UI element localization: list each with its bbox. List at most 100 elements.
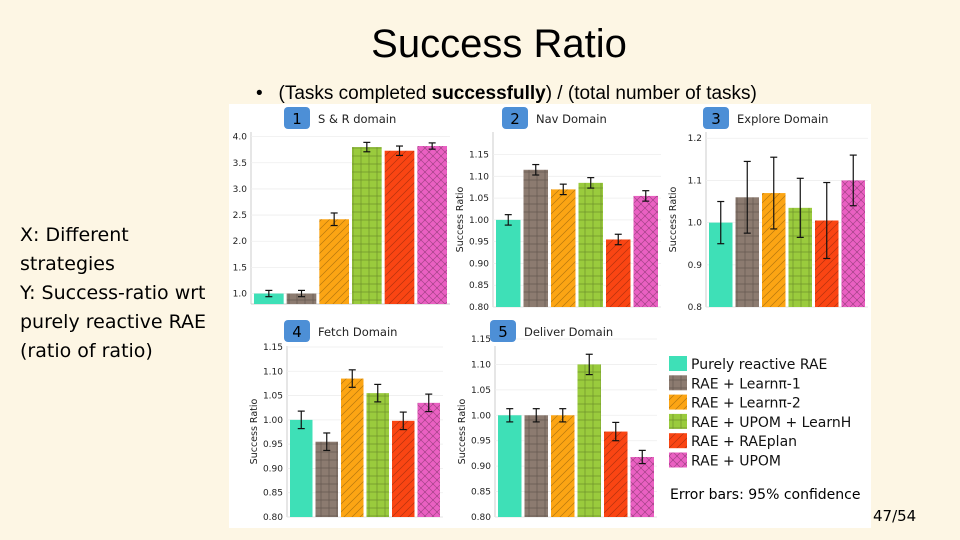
chart-panel-3: 0.8 0.9 1.0 1.1 1.2 Success Ratio 3 Explore Dom…	[668, 107, 868, 313]
panel-title: Explore Domain	[737, 112, 828, 126]
y-tick-label: 0.80	[471, 513, 491, 523]
y-tick-label: 0.95	[469, 238, 489, 248]
y-tick-label: 0.80	[263, 513, 283, 523]
bar-purely-reactive-rae	[498, 415, 522, 517]
bar-rae-learnpi-2	[319, 219, 349, 304]
y-tick-label: 1.00	[469, 216, 489, 226]
y-tick-label: 1.05	[471, 386, 491, 396]
legend-swatch-rae-learnpi-2	[669, 394, 687, 410]
y-tick-label: 1.05	[469, 194, 489, 204]
charts-svg: 1.0 1.5 2.0 2.5 3.0 3.5 4.0 Success Ratio 1 S & R…	[233, 107, 868, 523]
y-tick-label: 1.10	[469, 172, 489, 182]
panel-badge-number: 4	[292, 323, 302, 341]
panel-badge-1	[284, 107, 310, 129]
slide-title: Success Ratio	[0, 22, 960, 67]
panel-title: Nav Domain	[536, 112, 607, 126]
panel-badge-number: 3	[711, 110, 721, 128]
y-tick-label: 0.9	[688, 261, 703, 271]
legend-label-rae-upom: RAE + UPOM	[691, 454, 781, 470]
side-line: (ratio of ratio)	[20, 340, 153, 362]
bar-rae-learnpi-2	[762, 193, 786, 307]
legend-swatch-rae-learnpi-1	[669, 375, 687, 391]
bar-rae-upom-learnh	[577, 364, 601, 517]
subtitle-pre: (Tasks completed	[278, 83, 432, 104]
y-tick-label: 0.80	[469, 303, 489, 313]
legend-label-rae-learnpi-2: RAE + Learnπ-2	[691, 396, 801, 412]
y-tick-label: 0.85	[471, 488, 491, 498]
bar-rae-upom	[841, 180, 865, 307]
bar-rae-raeplan	[606, 239, 631, 307]
y-axis-label: Success Ratio	[668, 186, 679, 252]
y-tick-label: 1.00	[471, 411, 491, 421]
legend-swatch-rae-upom	[669, 452, 687, 468]
y-tick-label: 3.0	[233, 185, 248, 195]
y-tick-label: 0.90	[263, 464, 283, 474]
y-tick-label: 4.0	[233, 133, 248, 143]
y-tick-label: 1.2	[688, 134, 702, 144]
side-description: X: Different strategies Y: Success-ratio…	[20, 221, 220, 366]
panel-badge-number: 2	[510, 110, 520, 128]
y-tick-label: 1.10	[263, 367, 283, 377]
y-tick-label: 2.0	[233, 237, 248, 247]
y-tick-label: 2.5	[233, 211, 247, 221]
bar-rae-learnpi-1	[315, 441, 338, 517]
panel-title: Deliver Domain	[524, 325, 613, 339]
bar-rae-learnpi-2	[551, 189, 576, 307]
chart-panel-4: 0.80 0.85 0.90 0.95 1.00 1.05 1.10 1.15 Success …	[249, 320, 443, 523]
y-axis-label: Success Ratio	[457, 398, 468, 464]
bar-rae-upom-learnh	[352, 147, 382, 304]
slide-title-text: Success Ratio	[371, 22, 627, 66]
panel-badge-3	[703, 107, 729, 129]
y-tick-label: 0.95	[263, 440, 283, 450]
y-tick-label: 0.90	[471, 462, 491, 472]
subtitle-bullet-line: • (Tasks completed successfully) / (tota…	[256, 83, 757, 105]
bar-rae-raeplan	[604, 431, 628, 517]
y-tick-label: 1.5	[233, 263, 247, 273]
chart-panel-2: 0.80 0.85 0.90 0.95 1.00 1.05 1.10 1.15 Success …	[455, 107, 661, 313]
bar-purely-reactive-rae	[254, 293, 284, 304]
bar-rae-upom	[633, 195, 658, 307]
bar-purely-reactive-rae	[709, 222, 733, 307]
panel-title: Fetch Domain	[318, 325, 397, 339]
legend: Purely reactive RAE RAE + Learnπ-1 RAE + L…	[669, 356, 851, 470]
bullet-glyph: •	[256, 83, 263, 104]
bar-rae-upom-learnh	[366, 393, 389, 517]
bar-rae-raeplan	[392, 420, 415, 517]
page-number: 47/54	[873, 507, 917, 525]
y-tick-label: 0.85	[469, 281, 489, 291]
bar-rae-learnpi-1	[523, 169, 548, 307]
y-axis-label: Success Ratio	[249, 398, 260, 464]
bar-rae-upom	[417, 146, 447, 304]
side-line: Y: Success-ratio wrt	[20, 282, 206, 304]
legend-label-rae-raeplan: RAE + RAEplan	[691, 434, 797, 450]
chart-panel-1: 1.01.52.02.53.03.54.0Success Ratio1S & R…	[233, 107, 450, 305]
y-tick-label: 1.15	[471, 335, 491, 345]
panel-badge-2	[502, 107, 528, 129]
bar-rae-raeplan	[384, 150, 415, 304]
bar-rae-raeplan	[815, 220, 839, 307]
panel-badge-number: 5	[498, 323, 508, 341]
y-tick-label: 1.15	[469, 151, 489, 161]
y-tick-label: 1.0	[233, 290, 248, 300]
bar-rae-learnpi-2	[341, 378, 364, 517]
y-tick-label: 1.15	[263, 343, 283, 353]
subtitle-bold: successfully	[431, 83, 546, 104]
legend-label-rae-upom-learnh: RAE + UPOM + LearnH	[691, 415, 851, 431]
side-line: purely reactive RAE	[20, 311, 207, 333]
panel-badge-5	[490, 320, 516, 342]
bar-rae-upom-learnh	[578, 182, 603, 307]
y-tick-label: 0.85	[263, 489, 283, 499]
y-tick-label: 1.05	[263, 392, 283, 402]
legend-swatch-rae-raeplan	[669, 433, 687, 449]
panel-badge-4	[284, 320, 310, 342]
legend-swatch-rae-upom-learnh	[669, 413, 687, 429]
y-axis-label: Success Ratio	[455, 186, 466, 252]
legend-label-rae-learnpi-1: RAE + Learnπ-1	[691, 376, 801, 392]
side-line: X: Different	[20, 224, 129, 246]
y-tick-label: 3.5	[233, 159, 247, 169]
bar-rae-upom	[630, 456, 654, 517]
y-tick-label: 1.1	[688, 176, 702, 186]
y-tick-label: 0.95	[471, 437, 491, 447]
bar-rae-upom-learnh	[788, 207, 812, 307]
panel-title: S & R domain	[318, 112, 396, 126]
